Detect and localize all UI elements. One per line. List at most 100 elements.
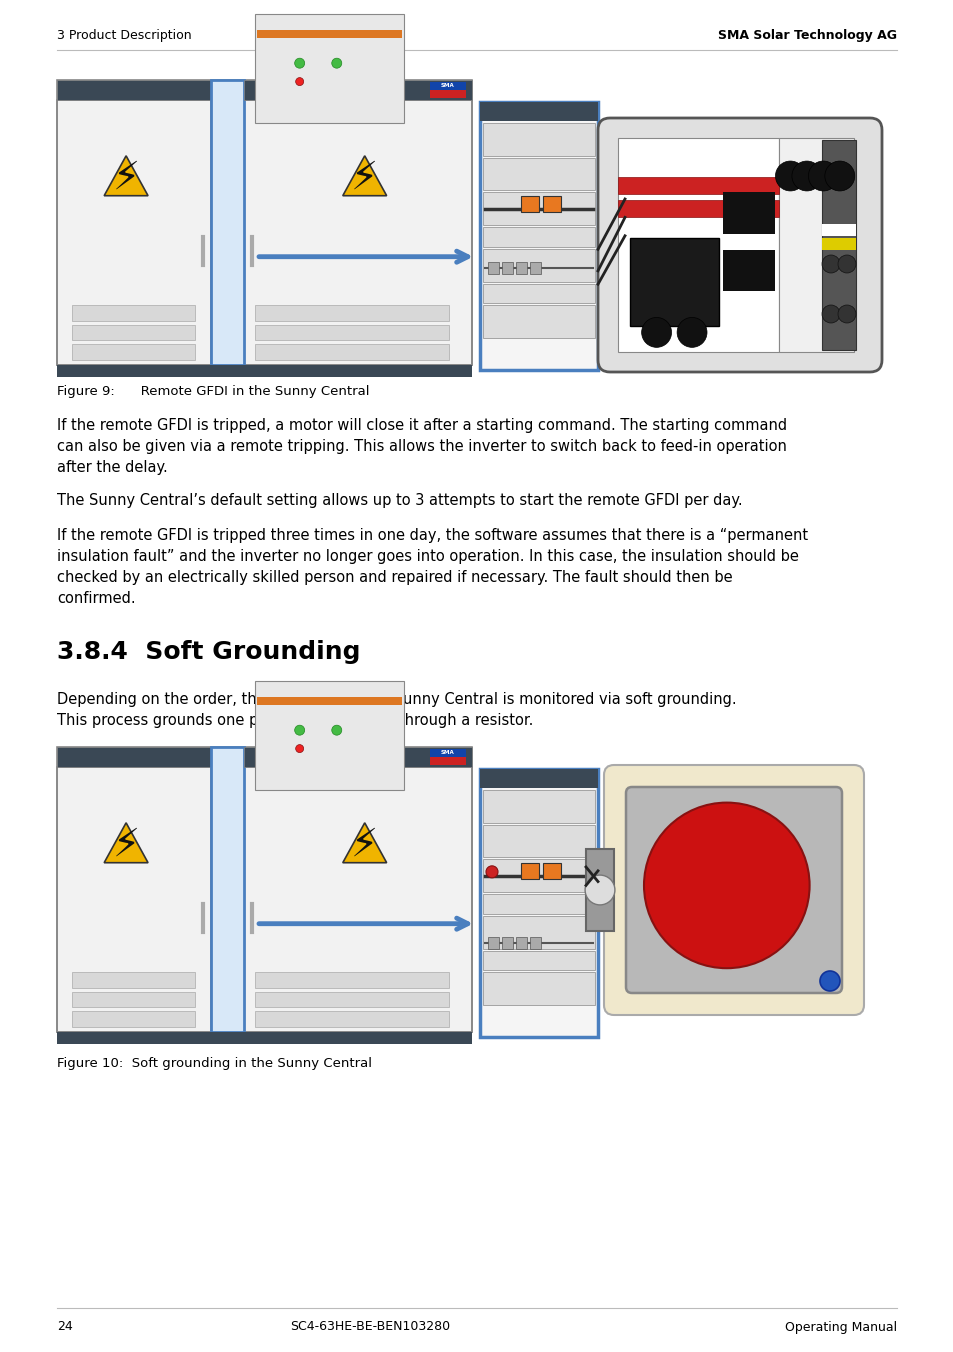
Polygon shape xyxy=(342,823,386,863)
Circle shape xyxy=(641,318,671,347)
FancyBboxPatch shape xyxy=(722,250,775,291)
Circle shape xyxy=(821,256,840,273)
FancyBboxPatch shape xyxy=(57,80,211,100)
Circle shape xyxy=(775,161,804,191)
Text: 3 Product Description: 3 Product Description xyxy=(57,28,192,42)
FancyBboxPatch shape xyxy=(72,324,195,341)
FancyBboxPatch shape xyxy=(430,749,465,765)
FancyBboxPatch shape xyxy=(244,80,472,100)
Circle shape xyxy=(791,161,821,191)
FancyBboxPatch shape xyxy=(618,177,779,195)
Text: The Sunny Central’s default setting allows up to 3 attempts to start the remote : The Sunny Central’s default setting allo… xyxy=(57,492,741,507)
FancyBboxPatch shape xyxy=(57,748,211,767)
FancyBboxPatch shape xyxy=(254,345,449,360)
FancyBboxPatch shape xyxy=(254,1011,449,1028)
FancyBboxPatch shape xyxy=(72,991,195,1007)
Text: If the remote GFDI is tripped, a motor will close it after a starting command. T: If the remote GFDI is tripped, a motor w… xyxy=(57,418,786,475)
FancyBboxPatch shape xyxy=(254,991,449,1007)
FancyBboxPatch shape xyxy=(618,200,779,218)
FancyBboxPatch shape xyxy=(211,748,244,1032)
FancyBboxPatch shape xyxy=(821,224,855,235)
FancyBboxPatch shape xyxy=(520,196,538,212)
FancyBboxPatch shape xyxy=(530,262,540,274)
FancyBboxPatch shape xyxy=(482,249,595,281)
Text: ⚡: ⚡ xyxy=(112,158,139,197)
FancyBboxPatch shape xyxy=(520,863,538,879)
Polygon shape xyxy=(104,155,148,196)
FancyBboxPatch shape xyxy=(516,937,526,949)
FancyBboxPatch shape xyxy=(542,863,560,879)
FancyBboxPatch shape xyxy=(488,937,498,949)
Circle shape xyxy=(820,971,840,991)
FancyBboxPatch shape xyxy=(482,894,595,914)
FancyBboxPatch shape xyxy=(821,141,855,350)
FancyBboxPatch shape xyxy=(72,1011,195,1028)
FancyBboxPatch shape xyxy=(482,158,595,191)
FancyBboxPatch shape xyxy=(488,262,498,274)
FancyBboxPatch shape xyxy=(57,1032,472,1044)
FancyBboxPatch shape xyxy=(254,681,403,790)
Circle shape xyxy=(294,58,304,68)
Circle shape xyxy=(837,306,855,323)
FancyBboxPatch shape xyxy=(501,262,513,274)
FancyBboxPatch shape xyxy=(57,365,472,377)
FancyBboxPatch shape xyxy=(482,790,595,822)
Circle shape xyxy=(807,161,838,191)
Text: SC4-63HE-BE-BEN103280: SC4-63HE-BE-BEN103280 xyxy=(290,1321,450,1333)
FancyBboxPatch shape xyxy=(482,306,595,338)
FancyBboxPatch shape xyxy=(430,757,465,765)
Circle shape xyxy=(332,58,341,68)
Text: Operating Manual: Operating Manual xyxy=(784,1321,896,1333)
Circle shape xyxy=(332,725,341,735)
Text: SMA: SMA xyxy=(440,84,455,88)
FancyBboxPatch shape xyxy=(430,91,465,97)
FancyBboxPatch shape xyxy=(530,937,540,949)
FancyBboxPatch shape xyxy=(482,284,595,303)
FancyBboxPatch shape xyxy=(603,765,863,1015)
Circle shape xyxy=(821,306,840,323)
FancyBboxPatch shape xyxy=(479,101,598,120)
FancyBboxPatch shape xyxy=(57,767,211,1032)
FancyBboxPatch shape xyxy=(479,769,598,788)
FancyBboxPatch shape xyxy=(211,80,244,365)
Circle shape xyxy=(295,77,303,85)
FancyBboxPatch shape xyxy=(244,748,472,767)
FancyBboxPatch shape xyxy=(585,849,614,932)
FancyBboxPatch shape xyxy=(482,192,595,226)
FancyBboxPatch shape xyxy=(629,238,718,326)
FancyBboxPatch shape xyxy=(57,100,211,365)
FancyBboxPatch shape xyxy=(430,82,465,97)
Circle shape xyxy=(294,725,304,735)
FancyBboxPatch shape xyxy=(254,972,449,988)
FancyBboxPatch shape xyxy=(254,306,449,320)
FancyBboxPatch shape xyxy=(482,825,595,857)
Text: If the remote GFDI is tripped three times in one day, the software assumes that : If the remote GFDI is tripped three time… xyxy=(57,529,807,606)
Circle shape xyxy=(643,803,809,968)
FancyBboxPatch shape xyxy=(72,972,195,988)
FancyBboxPatch shape xyxy=(72,306,195,320)
Text: Figure 9:    Remote GFDI in the Sunny Central: Figure 9: Remote GFDI in the Sunny Centr… xyxy=(57,385,369,397)
FancyBboxPatch shape xyxy=(254,15,403,123)
Polygon shape xyxy=(104,823,148,863)
Circle shape xyxy=(295,745,303,753)
FancyBboxPatch shape xyxy=(482,860,595,892)
FancyBboxPatch shape xyxy=(482,950,595,969)
FancyBboxPatch shape xyxy=(482,915,595,949)
FancyBboxPatch shape xyxy=(479,101,598,370)
FancyBboxPatch shape xyxy=(254,324,449,341)
Circle shape xyxy=(824,161,854,191)
FancyBboxPatch shape xyxy=(779,138,853,352)
FancyBboxPatch shape xyxy=(501,937,513,949)
Text: Depending on the order, the insulation in the Sunny Central is monitored via sof: Depending on the order, the insulation i… xyxy=(57,692,736,727)
Circle shape xyxy=(584,875,615,904)
FancyBboxPatch shape xyxy=(482,123,595,155)
Text: SMA: SMA xyxy=(440,750,455,756)
Circle shape xyxy=(677,318,706,347)
FancyBboxPatch shape xyxy=(516,262,526,274)
Text: 24: 24 xyxy=(57,1321,72,1333)
Text: ⚡: ⚡ xyxy=(351,158,378,197)
Circle shape xyxy=(837,256,855,273)
Text: ⚡: ⚡ xyxy=(351,826,378,864)
Text: ⚡: ⚡ xyxy=(112,826,139,864)
FancyBboxPatch shape xyxy=(625,787,841,992)
